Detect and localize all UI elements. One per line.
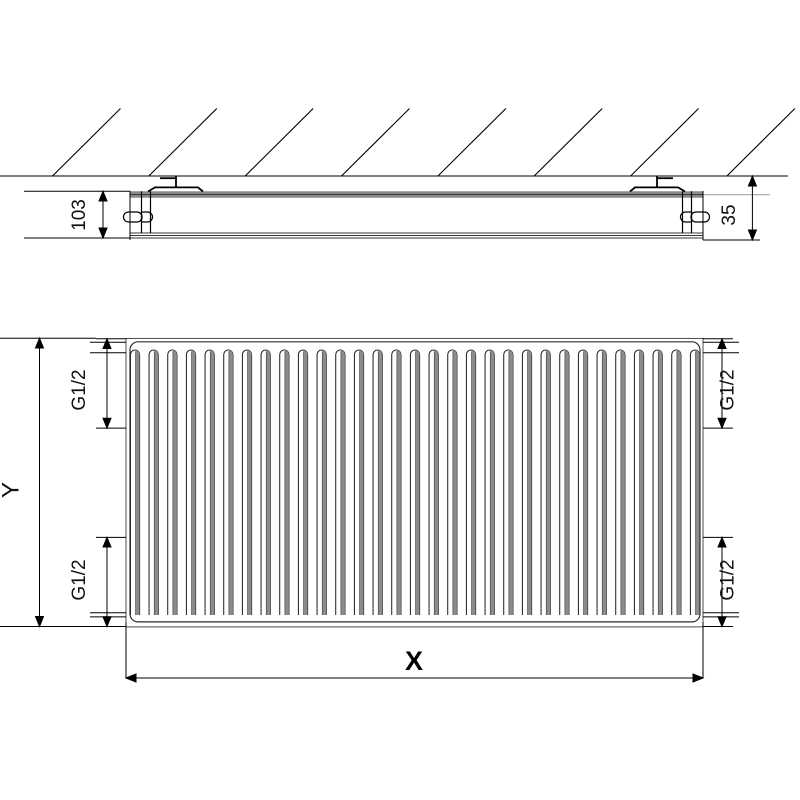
svg-text:Y: Y	[0, 482, 25, 498]
svg-text:G1/2: G1/2	[69, 559, 90, 600]
svg-text:G1/2: G1/2	[718, 559, 739, 600]
svg-text:G1/2: G1/2	[718, 369, 739, 410]
svg-text:X: X	[405, 646, 423, 676]
svg-text:103: 103	[69, 199, 90, 231]
svg-text:35: 35	[719, 204, 740, 225]
svg-text:G1/2: G1/2	[69, 369, 90, 410]
